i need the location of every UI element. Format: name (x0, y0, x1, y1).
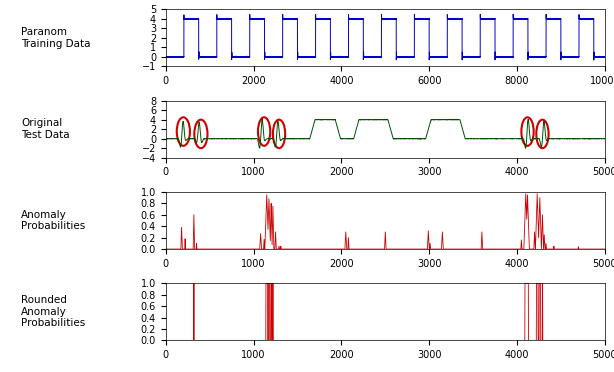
Text: Original
Test Data: Original Test Data (21, 118, 69, 140)
Text: Paranom
Training Data: Paranom Training Data (21, 27, 90, 49)
Text: Anomaly
Probabilities: Anomaly Probabilities (21, 210, 85, 231)
Text: Rounded
Anomaly
Probabilities: Rounded Anomaly Probabilities (21, 295, 85, 328)
